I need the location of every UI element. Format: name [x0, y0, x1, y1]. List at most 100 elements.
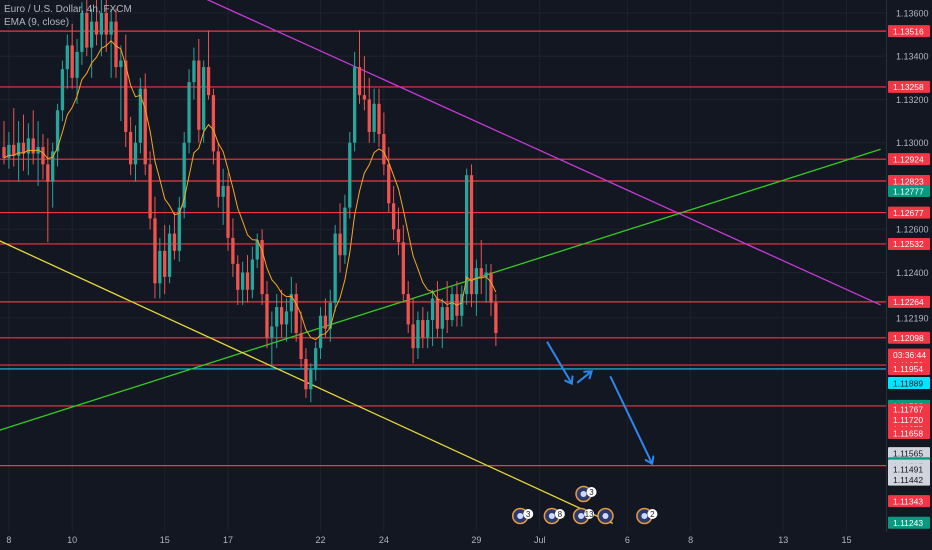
candle-body	[323, 315, 328, 329]
candle	[479, 240, 483, 295]
price-tag-label: 1.11889	[893, 378, 923, 388]
candle-body	[411, 324, 415, 349]
candle-body	[426, 320, 430, 338]
price-tag-label: 1.12677	[893, 208, 924, 218]
candle	[382, 112, 386, 176]
event-count: 8	[558, 510, 563, 519]
price-tag	[888, 426, 930, 439]
candle-body	[192, 60, 196, 83]
projection-arrow	[609, 375, 651, 463]
y-tick-label: 1.13200	[896, 95, 929, 105]
price-tag	[888, 413, 930, 426]
candle	[85, 0, 89, 57]
price-tag-label: 1.11243	[893, 518, 923, 528]
candle	[489, 263, 493, 316]
candle	[469, 164, 474, 308]
candle	[318, 307, 323, 359]
candle-body	[245, 272, 250, 290]
candle-body	[367, 99, 371, 132]
candle-body	[275, 307, 279, 327]
candle-body	[172, 233, 177, 251]
symbol-title[interactable]: Euro / U.S. Dollar, 4h, FXCM	[4, 4, 132, 15]
candle-body	[494, 302, 498, 334]
candle	[426, 311, 430, 349]
trendline-magenta	[206, 0, 881, 306]
candle-body	[94, 21, 99, 35]
candle-body	[255, 240, 259, 260]
candle	[343, 194, 347, 264]
x-tick-label: 29	[471, 535, 481, 545]
candle-body	[435, 298, 440, 329]
candle-body	[352, 67, 357, 143]
candle	[60, 60, 65, 122]
candle-body	[124, 60, 128, 132]
candle-body	[387, 164, 391, 204]
event-badge: 13	[572, 507, 595, 525]
candle-body	[416, 320, 420, 349]
candle	[192, 47, 196, 100]
candle-body	[119, 60, 123, 68]
event-count: 13	[585, 510, 594, 519]
candle-body	[430, 298, 435, 321]
candle	[41, 134, 45, 180]
candle-body	[260, 240, 264, 295]
event-count: 3	[589, 488, 594, 497]
candle	[133, 125, 138, 182]
candle	[323, 298, 328, 338]
y-tick-label: 1.12190	[896, 313, 929, 323]
candle-body	[469, 175, 474, 295]
candle-body	[177, 207, 181, 251]
price-tag-label: 1.11565	[893, 448, 923, 458]
candle	[172, 211, 177, 260]
candle	[221, 168, 225, 225]
candle	[124, 34, 128, 148]
event-badge: 2	[636, 507, 658, 525]
candle-body	[294, 294, 298, 334]
price-tag-label: 1.11720	[893, 415, 923, 425]
candle	[260, 229, 264, 305]
candle	[90, 8, 94, 78]
indicator-label[interactable]: EMA (9, close)	[4, 17, 70, 28]
x-tick-label: 8	[688, 535, 693, 545]
candle-body	[343, 207, 347, 256]
chart-legend: Euro / U.S. Dollar, 4h, FXCM EMA (9, clo…	[4, 3, 132, 29]
candle	[377, 88, 381, 148]
candle-body	[289, 294, 293, 312]
candle-body	[12, 144, 16, 156]
candle	[55, 103, 60, 167]
price-tag-label: 1.13516	[893, 26, 924, 36]
candle-body	[104, 12, 108, 35]
candle-body	[65, 45, 69, 70]
candle-body	[80, 12, 84, 52]
candle-body	[299, 333, 303, 359]
candle-body	[226, 185, 230, 238]
candle-body	[279, 307, 284, 325]
candle-body	[421, 320, 425, 338]
candle	[440, 298, 444, 349]
candle-body	[7, 144, 11, 158]
candle	[2, 121, 6, 165]
price-tag-label: 1.11954	[893, 364, 923, 374]
candle	[421, 307, 425, 349]
candle	[304, 348, 308, 398]
candle	[416, 311, 420, 359]
candle-body	[221, 185, 225, 197]
candle	[338, 203, 342, 273]
candle-body	[167, 233, 172, 277]
candle	[357, 30, 362, 104]
candle-body	[284, 311, 289, 325]
price-tag-label: 1.11658	[893, 428, 923, 438]
price-tag-label: 03:36:44	[893, 350, 926, 360]
candle	[143, 73, 147, 176]
candle-body	[143, 88, 147, 165]
candle	[31, 110, 35, 165]
candle-body	[60, 69, 65, 111]
candle-body	[153, 218, 157, 284]
price-tag-label: 1.11491	[893, 464, 923, 474]
candle	[460, 285, 464, 327]
price-tag	[888, 348, 930, 361]
candle	[128, 116, 133, 176]
price-tag-label: 1.12777	[893, 186, 924, 196]
candle	[309, 363, 313, 403]
